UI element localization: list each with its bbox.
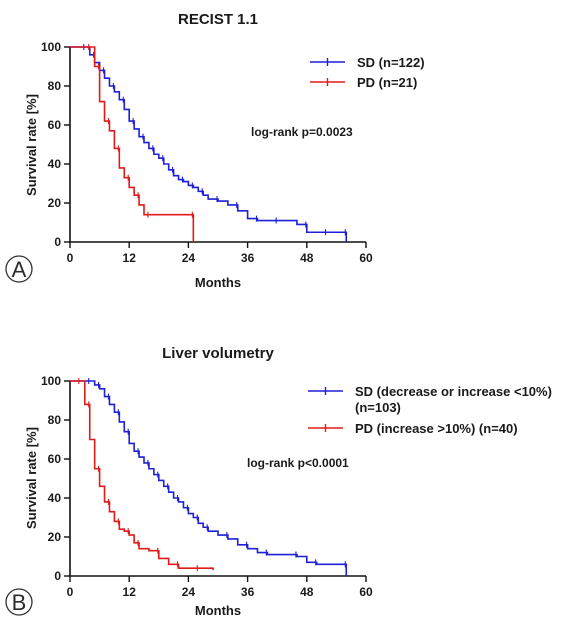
x-tick-label: 0: [67, 585, 74, 599]
y-tick-label: 20: [48, 530, 62, 544]
series-group: [70, 378, 348, 576]
legend-label-sd-line2: (n=103): [355, 400, 401, 415]
legend: SD (decrease or increase <10%) (n=103) P…: [308, 384, 552, 436]
x-tick-label: 0: [67, 251, 74, 265]
y-tick-label: 0: [54, 235, 61, 249]
y-axis-label: Survival rate [%]: [24, 94, 39, 196]
y-axis-label: Survival rate [%]: [24, 427, 39, 529]
y-tick-label: 40: [48, 157, 62, 171]
chart-title: RECIST 1.1: [178, 11, 258, 28]
x-tick-label: 48: [300, 251, 314, 265]
x-tick-label: 24: [182, 251, 196, 265]
panel-label: A: [12, 257, 27, 282]
survival-curve-sd: [70, 46, 348, 242]
panel-label: B: [12, 590, 27, 615]
y-tick-label: 60: [48, 118, 62, 132]
x-tick-label: 36: [241, 585, 255, 599]
y-tick-label: 100: [41, 374, 61, 388]
y-tick-label: 80: [48, 413, 62, 427]
panel-a: RECIST 1.1 Survival rate [%] Months 0 20 4…: [5, 11, 425, 290]
x-tick-label: 60: [359, 251, 373, 265]
panel-label-circle: [5, 588, 33, 616]
x-tick-label: 24: [182, 585, 196, 599]
x-tick-label: 12: [123, 251, 137, 265]
panel-label-circle: [5, 255, 33, 283]
axes-group: 0 20 40 60 80 100 0 12 24 36 48 60: [41, 374, 373, 599]
survival-curve-sd: [70, 380, 348, 576]
survival-curve-pd: [70, 46, 195, 242]
x-tick-label: 12: [123, 585, 137, 599]
y-tick-label: 60: [48, 452, 62, 466]
y-tick-label: 20: [48, 196, 62, 210]
y-tick-label: 40: [48, 491, 62, 505]
y-tick-label: 80: [48, 79, 62, 93]
series-group: [70, 44, 348, 242]
x-tick-label: 60: [359, 585, 373, 599]
legend-label-pd: PD (n=21): [357, 75, 417, 90]
x-tick-label: 48: [300, 585, 314, 599]
y-tick-label: 0: [54, 569, 61, 583]
axes-group: 0 20 40 60 80 100 0 12 24 36 48 60: [41, 40, 373, 265]
x-tick-label: 36: [241, 251, 255, 265]
y-tick-label: 100: [41, 40, 61, 54]
chart-title: Liver volumetry: [162, 345, 274, 362]
x-axis-label: Months: [195, 275, 241, 290]
legend: SD (n=122) PD (n=21): [310, 55, 425, 90]
log-rank-annotation: log-rank p<0.0001: [247, 456, 349, 470]
x-axis-label: Months: [195, 603, 241, 618]
legend-label-pd: PD (increase >10%) (n=40): [355, 421, 518, 436]
survival-curve-pd: [70, 380, 214, 571]
legend-label-sd: SD (decrease or increase <10%): [355, 384, 552, 399]
panel-b: Liver volumetry Survival rate [%] Months…: [5, 345, 552, 618]
log-rank-annotation: log-rank p=0.0023: [251, 125, 353, 139]
legend-label-sd: SD (n=122): [357, 55, 425, 70]
